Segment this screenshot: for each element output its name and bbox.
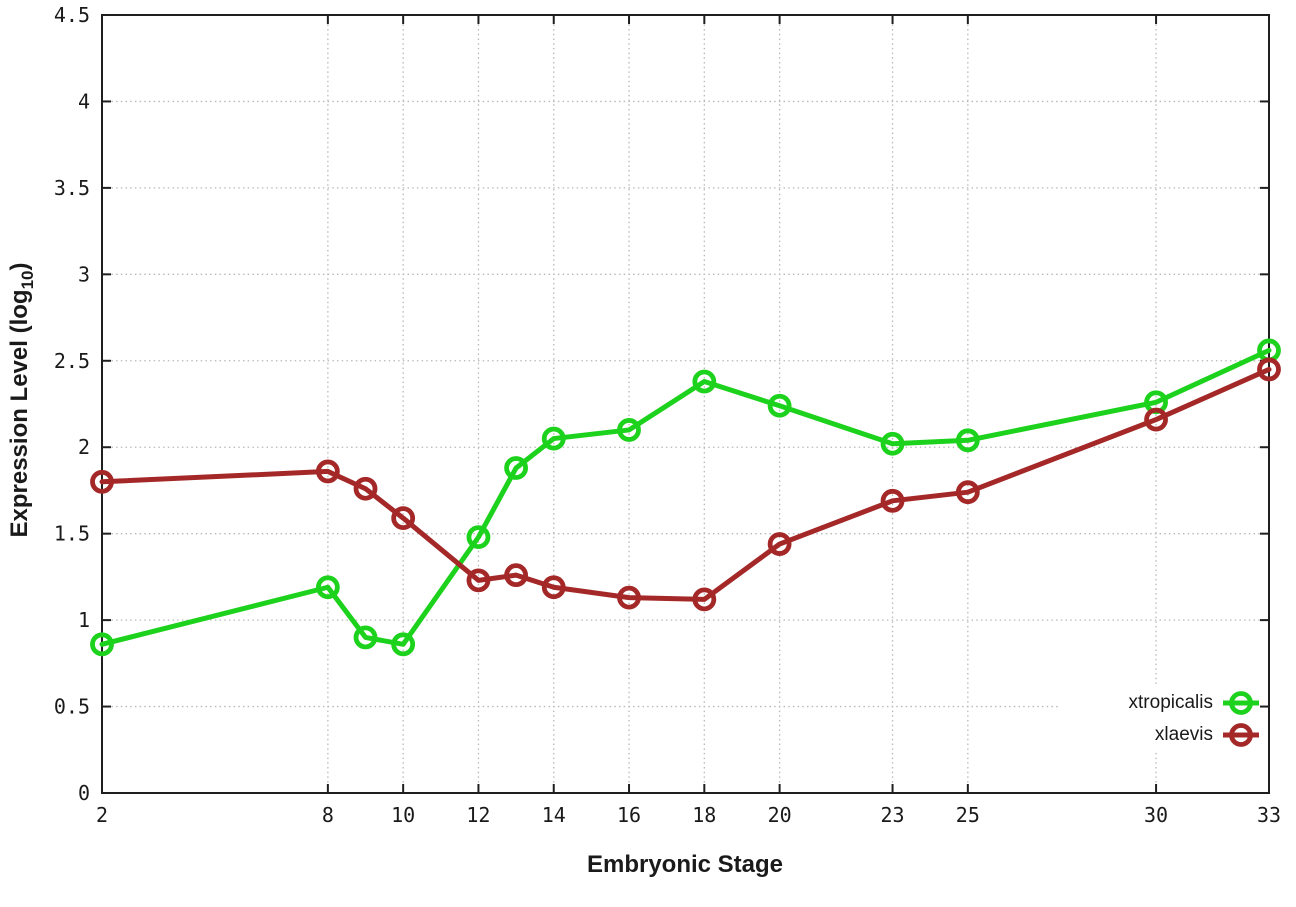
x-tick-label: 10 (391, 803, 415, 827)
data-point-xlaevis-stage-13 (504, 563, 528, 588)
x-tick-label: 33 (1257, 803, 1281, 827)
x-tick-label: 25 (956, 803, 980, 827)
legend-item-xtropicalis: xtropicalis (1129, 688, 1260, 718)
y-axis-title-subscript: 10 (17, 270, 37, 290)
x-tick-label: 12 (466, 803, 490, 827)
x-tick-label: 16 (617, 803, 641, 827)
data-point-xlaevis-stage-2 (90, 469, 114, 494)
data-point-xtropicalis-stage-18 (692, 369, 717, 394)
x-tick-label: 2 (96, 803, 108, 827)
series-line-xtropicalis (99, 347, 1272, 647)
x-tick-label: 23 (881, 803, 905, 827)
x-tick-label: 30 (1144, 803, 1168, 827)
data-point-xlaevis-stage-25 (955, 480, 980, 505)
data-point-xlaevis-stage-18 (692, 587, 717, 612)
data-point-xlaevis-stage-8 (315, 459, 340, 484)
data-point-xlaevis-stage-23 (880, 488, 905, 513)
data-point-xtropicalis-stage-14 (541, 426, 566, 451)
x-tick-label: 20 (768, 803, 792, 827)
y-tick-label: 3.5 (54, 176, 90, 200)
y-axis-title: Expression Level (log10) (6, 263, 38, 538)
y-tick-label: 4.5 (54, 3, 90, 27)
data-point-xlaevis-stage-12 (466, 568, 491, 593)
data-point-xtropicalis-stage-10 (391, 632, 416, 657)
data-point-xtropicalis-stage-25 (955, 428, 980, 453)
data-point-xtropicalis-stage-12 (466, 525, 491, 550)
y-tick-label: 3 (78, 262, 90, 286)
plot-border (101, 14, 1270, 794)
data-point-xtropicalis-stage-23 (880, 431, 905, 456)
x-tick-label: 18 (692, 803, 716, 827)
data-point-xtropicalis-stage-13 (504, 456, 528, 480)
data-point-xtropicalis-stage-20 (767, 393, 792, 418)
y-tick-label: 0 (78, 781, 90, 805)
data-point-xlaevis-stage-16 (617, 585, 641, 610)
y-axis-title-text: Expression Level (log (6, 289, 34, 538)
x-tick-label: 14 (542, 803, 566, 827)
data-point-xlaevis-stage-33 (1257, 357, 1281, 382)
y-tick-label: 0.5 (54, 695, 90, 719)
data-point-xtropicalis-stage-9 (353, 625, 378, 650)
y-tick-label: 2.5 (54, 349, 90, 373)
y-tick-label: 1 (78, 608, 90, 632)
legend: xtropicalis xlaevis (1060, 687, 1260, 751)
data-point-xlaevis-stage-20 (767, 532, 792, 556)
y-axis-title-close: ) (6, 262, 34, 271)
legend-marker-xtropicalis-icon (1223, 691, 1259, 715)
y-tick-label: 2 (78, 435, 90, 459)
legend-label-xtropicalis: xtropicalis (1128, 692, 1213, 713)
data-point-xlaevis-stage-14 (541, 575, 566, 600)
y-tick-label: 4 (78, 89, 90, 113)
y-tick-label: 1.5 (54, 522, 90, 546)
series-line-xlaevis (99, 366, 1272, 602)
legend-item-xlaevis: xlaevis (1155, 720, 1260, 750)
data-point-xtropicalis-stage-8 (315, 575, 340, 600)
data-point-xlaevis-stage-30 (1144, 407, 1168, 432)
legend-marker-xlaevis-icon (1223, 723, 1259, 747)
data-point-xtropicalis-stage-16 (617, 418, 641, 442)
legend-label-xlaevis: xlaevis (1154, 724, 1213, 745)
data-point-xtropicalis-stage-2 (90, 632, 114, 657)
x-tick-label: 8 (322, 803, 334, 827)
x-axis-title: Embryonic Stage (586, 851, 784, 878)
data-point-xlaevis-stage-9 (353, 476, 378, 501)
data-point-xlaevis-stage-10 (391, 506, 416, 531)
